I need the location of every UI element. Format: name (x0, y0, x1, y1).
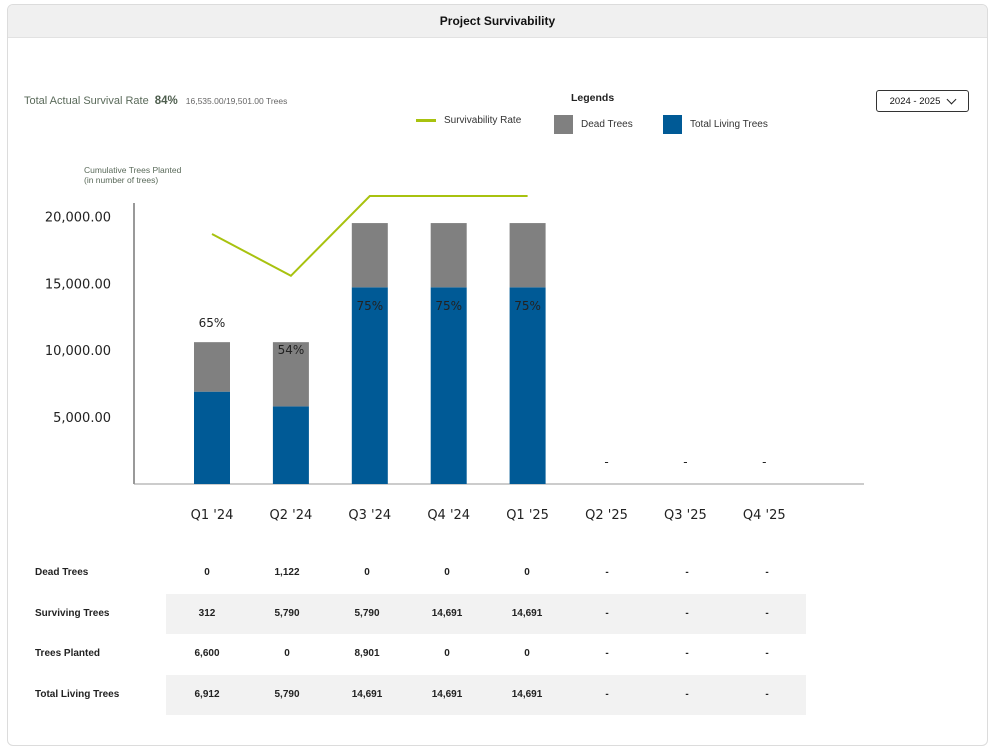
project-survivability-card: Project Survivability Total Actual Survi… (7, 4, 988, 746)
x-tick-label: Q4 '25 (743, 508, 786, 523)
survivability-rate-label: 75% (435, 299, 462, 313)
table-cell: 312 (198, 607, 216, 619)
table-cell: 14,691 (351, 688, 383, 700)
table-cell: 5,790 (274, 607, 300, 619)
legend-item-dead-trees: Dead Trees (554, 115, 633, 134)
table-cell: - (685, 648, 689, 659)
table-cell: 14,691 (431, 607, 463, 619)
bar-dead-trees (430, 223, 467, 288)
legend-label: Total Living Trees (690, 119, 768, 130)
bar-dead-trees (194, 342, 230, 392)
table-row-label: Total Living Trees (35, 688, 120, 700)
table-cell: - (605, 648, 609, 659)
survivability-rate-label: - (604, 455, 608, 469)
y-tick-label: 10,000.00 (45, 344, 111, 359)
legend-title: Legends (571, 92, 615, 104)
table-cell: 1,122 (274, 567, 300, 578)
dropdown-value: 2024 - 2025 (889, 95, 941, 107)
y-tick-label: 20,000.00 (45, 210, 111, 225)
x-tick-label: Q1 '24 (191, 508, 234, 523)
bar-total-living-trees (430, 287, 467, 484)
table-row-label: Trees Planted (35, 648, 101, 659)
table-cell: 0 (284, 648, 290, 659)
table-row-band (166, 674, 806, 715)
card-title: Project Survivability (8, 5, 987, 38)
legend-item-total-living-trees: Total Living Trees (663, 115, 768, 134)
table-row-band (166, 593, 806, 634)
bar-dead-trees (351, 223, 388, 288)
table-row: Surviving Trees 312 5,790 5,790 14,691 14,691… (8, 593, 987, 634)
y-tick-label: 5,000.00 (53, 411, 111, 426)
survival-summary: Total Actual Survival Rate 84% 16,535.00… (24, 95, 287, 107)
table-cell: 6,912 (194, 688, 220, 700)
table-cell: 6,600 (194, 648, 220, 659)
table-cell: - (765, 567, 769, 578)
table-row: Dead Trees 0 1,122 0 0 0 - - - (8, 553, 987, 593)
table-cell: 8,901 (354, 648, 380, 659)
bar-total-living-trees (351, 287, 388, 484)
legend-item-survivability-rate: Survivability Rate (416, 115, 521, 126)
legend-label: Survivability Rate (444, 115, 522, 126)
table-cell: 14,691 (431, 688, 463, 700)
table-row-label: Dead Trees (35, 567, 89, 578)
survivability-rate-label: 54% (278, 343, 305, 357)
table-cell: 14,691 (511, 688, 543, 700)
survivability-rate-line (211, 195, 528, 278)
year-range-dropdown[interactable]: 2024 - 2025 (876, 90, 969, 112)
survivability-rate-label: 65% (199, 316, 226, 330)
table-cell: 5,790 (354, 607, 380, 619)
legend-line-swatch (416, 119, 436, 122)
table-cell: - (605, 607, 609, 619)
bar-dead-trees (509, 223, 546, 288)
x-tick-label: Q4 '24 (427, 508, 470, 523)
table-row-label: Surviving Trees (35, 607, 110, 619)
survivability-rate-label: 75% (356, 299, 383, 313)
table-cell: - (765, 607, 769, 619)
survival-rate-percent: 84% (154, 95, 178, 107)
table-cell: 0 (444, 648, 450, 659)
table-cell: - (685, 607, 689, 619)
y-axis-title: Cumulative Trees Planted (in number of t… (84, 165, 181, 185)
legend-box-swatch (554, 115, 573, 134)
survivability-rate-label: - (762, 455, 766, 469)
bar-total-living-trees (194, 391, 230, 484)
table-row: Total Living Trees 6,912 5,790 14,691 14,691… (8, 674, 987, 715)
legend-label: Dead Trees (581, 119, 633, 130)
table-cell: 5,790 (274, 688, 300, 700)
table-cell: 0 (444, 567, 450, 578)
x-tick-label: Q1 '25 (506, 508, 549, 523)
survivability-chart: 5,000.00 10,000.00 15,000.00 20,000.00 Q1 '2… (45, 195, 864, 523)
table-cell: - (685, 688, 689, 700)
table-cell: 0 (204, 567, 210, 578)
table-cell: 0 (364, 567, 370, 578)
table-cell: - (605, 688, 609, 700)
x-tick-label: Q3 '24 (348, 508, 391, 523)
bar-total-living-trees (272, 406, 309, 484)
x-tick-label: Q3 '25 (664, 508, 707, 523)
table-cell: 0 (524, 567, 530, 578)
survivability-rate-label: - (683, 455, 687, 469)
table-cell: - (765, 688, 769, 700)
y-tick-label: 15,000.00 (45, 277, 111, 292)
y-axis-title-line-1: Cumulative Trees Planted (84, 165, 182, 175)
y-axis-title-line-2: (in number of trees) (84, 175, 159, 185)
table-cell: 0 (524, 648, 530, 659)
survival-rate-label: Total Actual Survival Rate (24, 95, 149, 107)
table-row: Trees Planted 6,600 0 8,901 0 0 - - - (8, 634, 987, 674)
bar-dead-trees (272, 342, 309, 407)
x-tick-label: Q2 '25 (585, 508, 628, 523)
legend-box-swatch (663, 115, 682, 134)
survival-rate-ratio: 16,535.00/19,501.00 Trees (185, 96, 288, 106)
table-cell: 14,691 (511, 607, 543, 619)
table-cell: - (605, 567, 609, 578)
table-cell: - (765, 648, 769, 659)
table-cell: - (685, 567, 689, 578)
survivability-rate-label: 75% (514, 299, 541, 313)
x-tick-label: Q2 '24 (270, 508, 313, 523)
bar-total-living-trees (509, 287, 546, 484)
